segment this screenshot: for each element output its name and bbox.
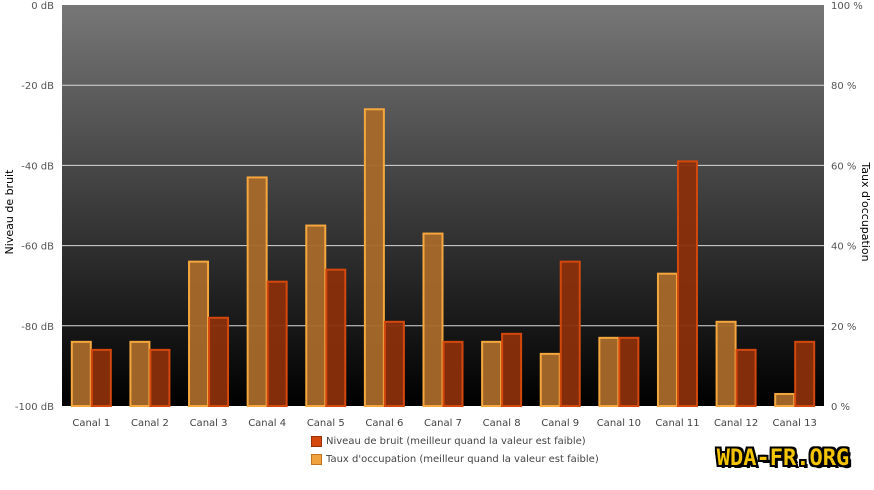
y-left-tick-label: -40 dB	[21, 161, 54, 172]
x-tick-label: Canal 4	[248, 418, 286, 429]
bar-noise[interactable]	[794, 340, 816, 407]
y-right-tick-label: 100 %	[831, 1, 863, 12]
bar-noise[interactable]	[325, 268, 347, 407]
axes: 0 dB 100 % -20 dB 80 % -40 dB 60 % -60 dB 40 % -…	[15, 1, 863, 429]
x-tick-label: Canal 13	[773, 418, 817, 429]
bar-noise[interactable]	[90, 348, 112, 407]
bar-occupation[interactable]	[598, 336, 620, 407]
bar-noise[interactable]	[501, 332, 523, 408]
legend: Niveau de bruit (meilleur quand la valeu…	[311, 432, 599, 468]
bar-noise[interactable]	[618, 336, 640, 407]
bar-noise[interactable]	[559, 260, 581, 408]
bar-occupation[interactable]	[774, 392, 796, 408]
bar-noise[interactable]	[442, 340, 464, 407]
bar-occupation[interactable]	[481, 340, 503, 407]
y-right-tick-label: 20 %	[831, 322, 856, 333]
legend-label-noise: Niveau de bruit (meilleur quand la valeu…	[326, 435, 586, 447]
bar-occupation[interactable]	[246, 176, 268, 407]
bar-noise[interactable]	[266, 280, 288, 407]
legend-item-occupation[interactable]: Taux d'occupation (meilleur quand la val…	[311, 450, 599, 468]
bar-noise[interactable]	[383, 320, 405, 408]
x-tick-label: Canal 10	[597, 418, 641, 429]
bar-occupation[interactable]	[715, 320, 737, 408]
bar-occupation[interactable]	[656, 272, 678, 408]
bars	[70, 108, 816, 408]
legend-item-noise[interactable]: Niveau de bruit (meilleur quand la valeu…	[311, 432, 599, 450]
y-right-tick-label: 60 %	[831, 161, 856, 172]
legend-label-occupation: Taux d'occupation (meilleur quand la val…	[326, 453, 599, 465]
bar-noise[interactable]	[149, 348, 171, 407]
bar-occupation[interactable]	[363, 108, 385, 407]
bar-noise[interactable]	[676, 160, 698, 407]
y-left-tick-label: -100 dB	[15, 402, 54, 413]
bar-occupation[interactable]	[539, 352, 561, 407]
bar-noise[interactable]	[735, 348, 757, 407]
x-tick-label: Canal 1	[72, 418, 110, 429]
bar-occupation[interactable]	[129, 340, 151, 407]
y-left-tick-label: -60 dB	[21, 242, 54, 253]
y-left-tick-label: -20 dB	[21, 81, 54, 92]
watermark-logo: WDA-FR.ORG	[716, 445, 850, 471]
y-left-tick-label: 0 dB	[31, 1, 54, 12]
legend-swatch-occupation	[311, 453, 322, 465]
x-tick-label: Canal 3	[190, 418, 228, 429]
bar-occupation[interactable]	[422, 232, 444, 407]
x-tick-label: Canal 12	[714, 418, 758, 429]
x-tick-label: Canal 6	[365, 418, 403, 429]
x-tick-label: Canal 7	[424, 418, 462, 429]
x-tick-label: Canal 8	[483, 418, 521, 429]
x-tick-label: Canal 2	[131, 418, 169, 429]
bar-occupation[interactable]	[188, 260, 210, 408]
bar-noise[interactable]	[208, 316, 230, 407]
y-right-tick-label: 40 %	[831, 242, 856, 253]
bar-occupation[interactable]	[70, 340, 92, 407]
y-axis-right-label: Taux d'occupation	[859, 161, 872, 261]
y-right-tick-label: 80 %	[831, 81, 856, 92]
x-tick-label: Canal 11	[655, 418, 699, 429]
y-right-tick-label: 0 %	[831, 402, 850, 413]
y-left-tick-label: -80 dB	[21, 322, 54, 333]
bar-occupation[interactable]	[305, 224, 327, 407]
x-tick-label: Canal 5	[307, 418, 345, 429]
legend-swatch-noise	[311, 435, 322, 447]
y-axis-left-label: Niveau de bruit	[3, 169, 16, 255]
x-tick-label: Canal 9	[541, 418, 579, 429]
